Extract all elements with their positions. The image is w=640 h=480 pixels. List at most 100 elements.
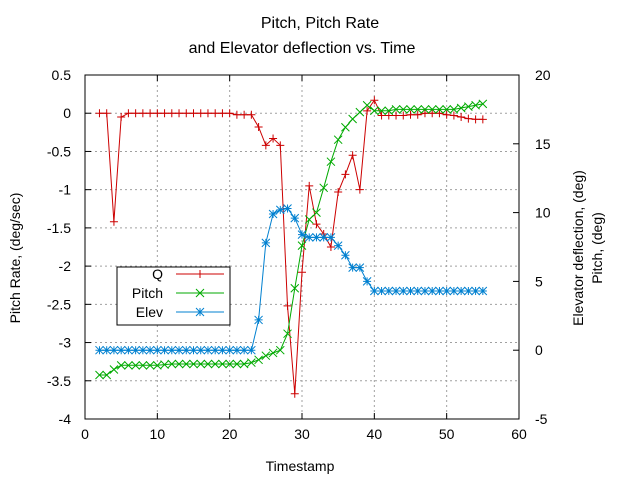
x-axis-ticks: 0 10 20 30 40 50 60 (81, 75, 527, 442)
data-point-q (478, 115, 487, 124)
data-point-elev (102, 345, 112, 355)
data-point-pitch (398, 105, 408, 114)
data-point-q (392, 111, 401, 120)
data-point-q (95, 109, 104, 118)
data-point-pitch (268, 348, 278, 358)
data-point-pitch (341, 122, 350, 132)
data-point-elev (225, 345, 235, 355)
x-tick-label: 20 (222, 426, 238, 442)
data-point-q (370, 96, 379, 105)
data-point-pitch (442, 105, 452, 114)
data-point-pitch (232, 359, 242, 369)
data-point-q (334, 187, 343, 196)
data-point-elev (398, 286, 408, 296)
data-point-q (261, 141, 270, 150)
data-point-pitch (95, 370, 104, 380)
x-tick-label: 60 (511, 426, 527, 442)
data-point-elev (362, 277, 372, 286)
data-point-q (146, 109, 155, 118)
data-point-pitch (181, 359, 191, 369)
data-point-elev (116, 345, 126, 355)
data-point-pitch (297, 241, 307, 250)
data-point-pitch (239, 359, 249, 369)
data-point-pitch (203, 359, 213, 369)
data-point-pitch (261, 351, 271, 361)
data-point-pitch (138, 360, 148, 370)
data-point-q (406, 110, 415, 119)
y-left-tick-label: -1.5 (47, 220, 71, 236)
chart-title-line1: Pitch, Pitch Rate (261, 15, 379, 32)
legend: Q Pitch Elev (116, 266, 231, 326)
y-left-axis-ticks: 0.5 0 -0.5 -1 -1.5 -2 -2.5 -3 -3.5 -4 (47, 67, 91, 427)
y-left-tick-label: -0.5 (47, 143, 71, 159)
data-point-pitch (283, 329, 292, 339)
data-point-q (457, 113, 466, 122)
data-point-pitch (167, 359, 177, 369)
y-left-tick-label: 0.5 (52, 67, 72, 83)
data-point-pitch (275, 345, 285, 355)
y-left-tick-label: -2.5 (47, 296, 71, 312)
data-point-q (348, 151, 357, 160)
data-point-elev (435, 286, 444, 296)
data-point-elev (181, 345, 191, 355)
data-point-pitch (247, 358, 256, 367)
data-point-pitch (369, 106, 379, 116)
data-point-elev (391, 286, 401, 296)
data-point-q (449, 111, 458, 120)
data-point-elev (319, 233, 329, 242)
x-tick-label: 50 (439, 426, 455, 442)
data-point-pitch (102, 370, 112, 380)
x-tick-label: 40 (367, 426, 383, 442)
data-point-q (442, 110, 451, 119)
x-tick-label: 30 (294, 426, 310, 442)
data-point-q (102, 109, 111, 118)
data-point-q (399, 111, 408, 120)
data-point-q (464, 114, 473, 123)
legend-marker-elev (195, 307, 205, 317)
data-point-q (341, 170, 350, 179)
data-point-pitch (377, 106, 386, 116)
data-point-q (232, 110, 241, 119)
data-point-elev (275, 205, 285, 215)
data-point-elev (348, 263, 357, 272)
legend-label-elev: Elev (136, 304, 163, 320)
data-point-pitch (348, 114, 357, 124)
data-point-elev (442, 286, 452, 296)
data-point-elev (478, 286, 488, 296)
data-point-q (377, 111, 386, 120)
series-elev (95, 204, 488, 355)
data-point-q (471, 115, 480, 124)
data-point-q (420, 109, 429, 118)
data-point-pitch (464, 102, 473, 112)
data-point-elev (312, 233, 321, 242)
y-left-tick-label: -3 (59, 335, 72, 351)
data-point-q (124, 109, 133, 118)
data-point-elev (456, 286, 466, 296)
data-point-elev (167, 345, 177, 355)
data-point-q (326, 243, 335, 251)
data-point-elev (232, 345, 242, 355)
data-point-elev (189, 345, 198, 355)
data-point-elev (297, 230, 307, 239)
data-point-pitch (355, 107, 365, 117)
data-point-elev (420, 286, 430, 296)
series-layer (95, 96, 488, 398)
data-point-elev (247, 345, 256, 355)
data-point-q (363, 106, 372, 115)
data-point-elev (377, 286, 386, 296)
data-point-pitch (225, 359, 235, 369)
y-left-tick-label: 0 (63, 105, 71, 121)
data-point-pitch (319, 183, 329, 193)
data-point-pitch (290, 283, 300, 293)
data-point-pitch (218, 359, 227, 369)
data-point-q (109, 217, 118, 226)
data-point-elev (152, 345, 162, 355)
data-point-q (196, 109, 205, 118)
data-point-q (182, 109, 191, 118)
data-point-elev (174, 345, 184, 355)
data-point-elev (464, 286, 473, 296)
data-point-pitch (333, 135, 343, 145)
data-point-pitch (449, 105, 459, 114)
data-point-elev (449, 286, 459, 296)
y-left-axis-label: Pitch Rate, (deg/sec) (7, 193, 23, 324)
